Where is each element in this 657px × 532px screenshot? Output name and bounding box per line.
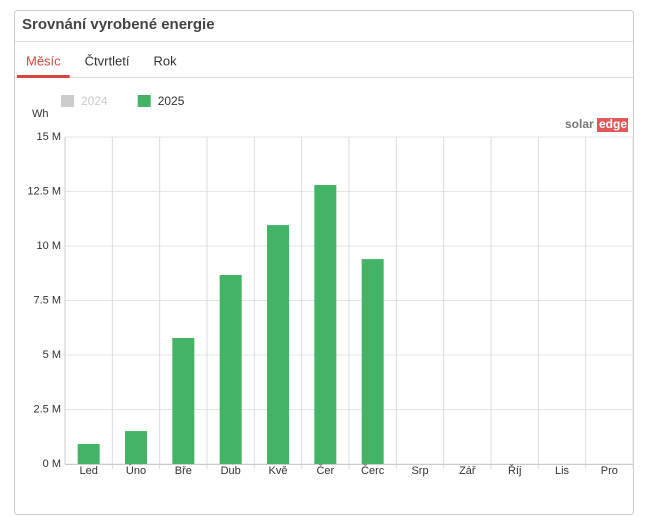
logo-edge-bg [597,118,628,132]
y-tick-label: 0 M [43,458,61,470]
logo-solar: solar [565,117,594,131]
x-tick-label: Led [79,465,97,477]
y-axis-label: Wh [32,108,49,120]
y-tick-label: 12.5 M [27,185,61,197]
legend-label[interactable]: 2025 [158,94,185,108]
x-tick-label: Dub [221,465,241,477]
y-tick-label: 5 M [43,349,61,361]
x-tick-label: Čer [316,464,334,477]
x-tick-label: Říj [508,464,521,477]
x-tick-label: Kvě [269,465,288,477]
y-tick-label: 15 M [37,131,61,143]
card-title: Srovnání vyrobené energie [22,16,215,33]
x-tick-label: Bře [175,465,192,477]
bar [172,337,195,464]
bar [219,274,242,464]
tab[interactable]: Měsíc [26,53,61,68]
y-tick-label: 10 M [37,240,61,252]
bar [314,184,337,464]
x-tick-label: Pro [601,465,618,477]
legend-swatch[interactable] [61,95,74,107]
x-tick-label: Úno [126,464,146,477]
bar [125,431,147,464]
x-tick-label: Lis [555,465,570,477]
y-tick-label: 2.5 M [33,403,61,415]
tab[interactable]: Rok [153,53,177,68]
tab-underline [17,75,70,78]
legend-swatch[interactable] [137,95,151,107]
x-tick-label: Srp [411,465,428,477]
legend-label[interactable]: 2024 [81,94,108,108]
bar [361,259,384,464]
logo-edge: edge [599,117,627,131]
x-tick-label: Zář [459,465,476,477]
tab[interactable]: Čtvrtletí [85,53,130,68]
bar [77,443,100,464]
y-tick-label: 7.5 M [33,294,61,306]
bar [267,225,289,464]
x-tick-label: Čerc [361,464,385,477]
